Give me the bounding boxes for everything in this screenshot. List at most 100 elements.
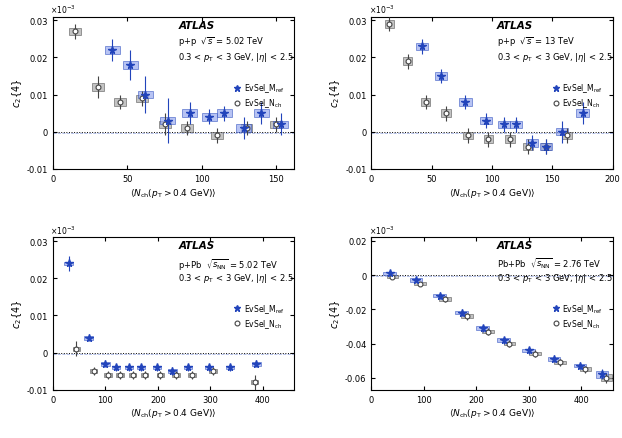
Bar [188,373,195,377]
Bar [114,99,126,106]
Bar [241,125,253,132]
Bar [510,121,522,129]
Bar [554,361,566,364]
Bar [116,373,124,377]
Bar [522,349,535,352]
Bar [211,132,223,140]
Text: ATLAS: ATLAS [179,241,215,251]
Bar [184,366,192,369]
Bar [252,362,261,366]
X-axis label: $\langle N_{\mathrm{ch}}(p_{\mathrm{T}} > 0.4\ \mathrm{GeV})\rangle$: $\langle N_{\mathrm{ch}}(p_{\mathrm{T}} … [130,406,216,420]
Bar [497,339,510,342]
Text: $\times 10^{-3}$: $\times 10^{-3}$ [50,4,76,16]
Bar [547,357,560,361]
Bar [73,347,80,351]
Text: ATLAS: ATLAS [497,241,533,251]
Bar [90,369,98,373]
Bar [271,121,282,129]
Bar [562,132,572,140]
Text: 0.3 < $p_{\mathrm{T}}$ < 3 GeV, |$\eta$| < 2.5: 0.3 < $p_{\mathrm{T}}$ < 3 GeV, |$\eta$|… [179,271,294,284]
Legend: EvSel_M$_{\rm ref}$, EvSel_N$_{\rm ch}$: EvSel_M$_{\rm ref}$, EvSel_N$_{\rm ch}$ [549,300,606,333]
Bar [160,117,175,125]
Bar [460,99,471,106]
Bar [556,129,568,136]
Bar [136,95,148,103]
Bar [504,342,515,346]
Y-axis label: $c_2\{4\}$: $c_2\{4\}$ [10,79,24,108]
Bar [541,144,552,151]
X-axis label: $\langle N_{\mathrm{ch}}(p_{\mathrm{T}} > 0.4\ \mathrm{GeV})\rangle$: $\langle N_{\mathrm{ch}}(p_{\mathrm{T}} … [449,406,536,420]
Bar [410,279,422,282]
Bar [209,369,216,373]
Bar [580,367,591,371]
Bar [254,110,269,117]
Bar [498,121,510,129]
Bar [463,132,473,140]
Bar [482,330,494,333]
Bar [69,28,81,36]
Bar [476,327,489,330]
Bar [159,121,170,129]
Bar [577,110,588,117]
Legend: EvSel_M$_{\rm ref}$, EvSel_N$_{\rm ch}$: EvSel_M$_{\rm ref}$, EvSel_N$_{\rm ch}$ [230,79,288,113]
Bar [435,73,447,81]
Bar [172,373,180,377]
Bar [236,125,251,132]
X-axis label: $\langle N_{\mathrm{ch}}(p_{\mathrm{T}} > 0.4\ \mathrm{GeV})\rangle$: $\langle N_{\mathrm{ch}}(p_{\mathrm{T}} … [449,186,536,199]
Bar [157,373,164,377]
Bar [601,374,612,381]
Bar [505,136,515,144]
Legend: EvSel_M$_{\rm ref}$, EvSel_N$_{\rm ch}$: EvSel_M$_{\rm ref}$, EvSel_N$_{\rm ch}$ [549,79,606,113]
Bar [442,110,451,117]
Bar [416,43,428,51]
Bar [480,117,492,125]
Text: ATLAS: ATLAS [497,21,533,31]
Bar [542,144,551,151]
X-axis label: $\langle N_{\mathrm{ch}}(p_{\mathrm{T}} > 0.4\ \mathrm{GeV})\rangle$: $\langle N_{\mathrm{ch}}(p_{\mathrm{T}} … [130,186,216,199]
Bar [461,314,473,318]
Bar [439,297,450,301]
Bar [387,276,398,279]
Bar [105,47,120,55]
Bar [65,262,73,266]
Bar [523,144,533,151]
Bar [85,336,93,340]
Bar [205,366,213,369]
Y-axis label: $c_2\{4\}$: $c_2\{4\}$ [10,299,24,328]
Bar [216,110,231,117]
Bar [91,84,103,92]
Text: p+p  $\sqrt{s}$ = 13 TeV: p+p $\sqrt{s}$ = 13 TeV [497,36,575,49]
Bar [384,21,394,28]
Bar [129,373,136,377]
Bar [111,366,120,369]
Text: 0.3 < $p_{\mathrm{T}}$ < 3 GeV, |$\eta$| < 2.5: 0.3 < $p_{\mathrm{T}}$ < 3 GeV, |$\eta$|… [497,271,613,284]
Bar [169,369,177,373]
Bar [137,92,152,99]
Bar [181,125,193,132]
Bar [137,366,145,369]
Text: $\times 10^{-3}$: $\times 10^{-3}$ [50,224,76,237]
Bar [104,373,111,377]
Bar [526,140,538,147]
Bar [596,371,608,378]
Bar [101,362,109,366]
Text: 0.3 < $p_{\mathrm{T}}$ < 3 GeV, |$\eta$| < 2.5: 0.3 < $p_{\mathrm{T}}$ < 3 GeV, |$\eta$|… [179,51,294,64]
Bar [125,366,133,369]
Text: $\times 10^{-3}$: $\times 10^{-3}$ [369,224,394,237]
Bar [421,99,430,106]
Text: ATLAS: ATLAS [179,21,215,31]
Text: $\times 10^{-3}$: $\times 10^{-3}$ [369,4,394,16]
Bar [455,311,468,314]
Bar [182,110,197,117]
Bar [226,366,234,369]
Bar [123,62,137,69]
Bar [251,381,259,384]
Bar [483,136,493,144]
Text: p+Pb  $\sqrt{s_{\mathrm{NN}}}$ = 5.02 TeV: p+Pb $\sqrt{s_{\mathrm{NN}}}$ = 5.02 TeV [179,256,279,271]
Bar [403,58,412,66]
Bar [529,352,541,356]
Legend: EvSel_M$_{\rm ref}$, EvSel_N$_{\rm ch}$: EvSel_M$_{\rm ref}$, EvSel_N$_{\rm ch}$ [230,300,288,333]
Bar [574,364,587,367]
Bar [434,294,446,297]
Bar [202,114,216,121]
